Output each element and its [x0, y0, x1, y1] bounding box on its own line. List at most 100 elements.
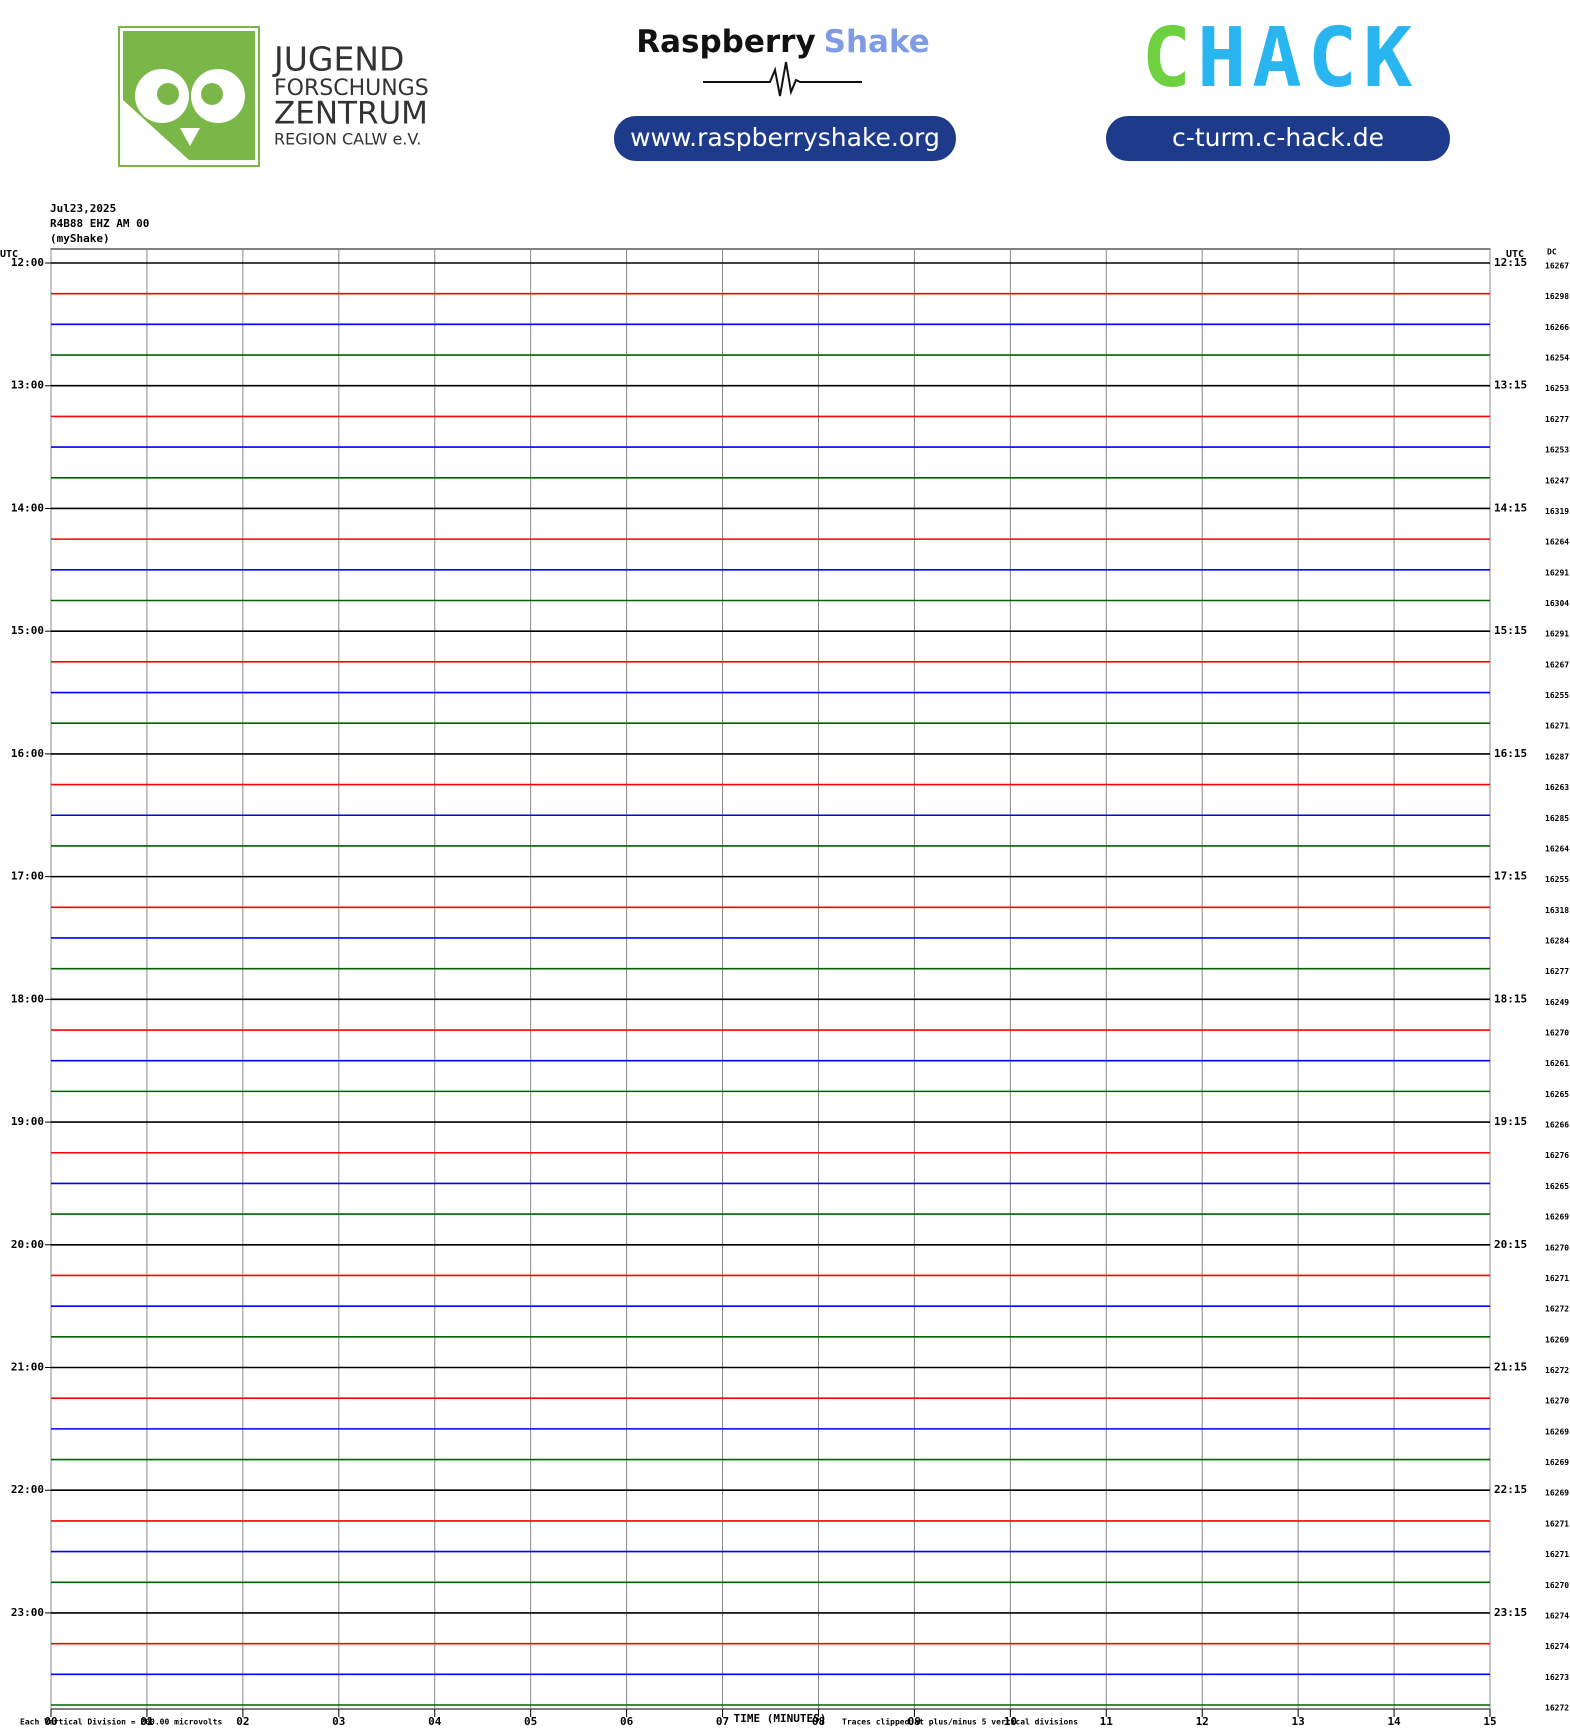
dc-value: 16261	[1545, 1059, 1569, 1068]
dc-value: 16264	[1545, 538, 1569, 547]
dc-value: 16267	[1545, 262, 1569, 271]
axis-label: UTC	[1506, 249, 1524, 260]
dc-value: 16285	[1545, 814, 1569, 823]
row-time-left: 17:00	[11, 870, 44, 883]
row-time-left: 12:00	[11, 256, 44, 269]
x-tick-label: 10	[1004, 1715, 1017, 1728]
dc-value: 16264	[1545, 844, 1569, 853]
row-time-right: 17:15	[1494, 870, 1527, 883]
x-tick-label: 04	[428, 1715, 442, 1728]
dc-value: 16271	[1545, 1274, 1569, 1283]
x-tick-label: 08	[812, 1715, 825, 1728]
dc-value: 16276	[1545, 1151, 1569, 1160]
row-time-left: 23:00	[11, 1606, 44, 1619]
x-tick-label: 09	[908, 1715, 921, 1728]
row-time-right: 12:15	[1494, 256, 1527, 269]
row-time-left: 15:00	[11, 624, 44, 637]
dc-value: 16249	[1545, 998, 1569, 1007]
x-tick-label: 00	[44, 1715, 57, 1728]
row-time-right: 22:15	[1494, 1483, 1527, 1496]
x-tick-label: 15	[1483, 1715, 1496, 1728]
dc-value: 16269	[1545, 1427, 1569, 1436]
dc-value: 16272	[1545, 1366, 1569, 1375]
dc-value: 16266	[1545, 323, 1569, 332]
dc-value: 16287	[1545, 752, 1569, 761]
dc-value: 16270	[1545, 1029, 1569, 1038]
x-tick-label: 03	[332, 1715, 345, 1728]
dc-value: 16272	[1545, 1704, 1569, 1713]
row-time-right: 20:15	[1494, 1238, 1527, 1251]
row-time-right: 16:15	[1494, 747, 1527, 760]
dc-value: 16269	[1545, 1335, 1569, 1344]
logo-text: FORSCHUNGS	[274, 76, 429, 101]
dc-value: 16269	[1545, 1213, 1569, 1222]
dc-value: 16284	[1545, 936, 1569, 945]
dc-value: 16253	[1545, 384, 1569, 393]
x-tick-label: 14	[1387, 1715, 1401, 1728]
dc-value: 16253	[1545, 446, 1569, 455]
dc-value: 16291	[1545, 630, 1569, 639]
dc-value: 16270	[1545, 1581, 1569, 1590]
dc-value: 16274	[1545, 1642, 1569, 1651]
logo-beak	[180, 128, 200, 146]
row-time-left: 16:00	[11, 747, 44, 760]
dc-value: 16277	[1545, 415, 1569, 424]
x-tick-label: 06	[620, 1715, 634, 1728]
url-pill	[614, 116, 956, 161]
row-time-right: 21:15	[1494, 1361, 1527, 1374]
date: Jul23,2025	[50, 202, 116, 215]
dc-value: 16270	[1545, 1397, 1569, 1406]
dc-value: 16269	[1545, 1489, 1569, 1498]
row-time-left: 21:00	[11, 1361, 44, 1374]
source: (myShake)	[50, 232, 110, 245]
row-time-right: 18:15	[1494, 992, 1527, 1005]
brand-title: Raspberry Shake	[636, 24, 930, 60]
dc-value: 16271	[1545, 1519, 1569, 1528]
scale-note: Each Vertical Division = 200.00 microvol…	[20, 1717, 222, 1727]
x-tick-label: 11	[1100, 1715, 1114, 1728]
brand-wave	[703, 61, 862, 97]
dc-value: 16298	[1545, 292, 1569, 301]
row-time-left: 19:00	[11, 1115, 44, 1128]
url-pill	[1106, 116, 1450, 161]
x-tick-label: 01	[140, 1715, 154, 1728]
chack-hack: HACK	[1197, 11, 1418, 106]
dc-value: 16269	[1545, 1458, 1569, 1467]
x-tick-label: 13	[1292, 1715, 1305, 1728]
dc-value: 16255	[1545, 691, 1569, 700]
logo-pupil	[157, 83, 179, 105]
brand-raspberry: Raspberry	[636, 24, 815, 60]
dc-value: 16270	[1545, 1243, 1569, 1252]
row-time-left: 14:00	[11, 501, 44, 514]
dc-value: 16319	[1545, 507, 1569, 516]
dc-value: 16274	[1545, 1611, 1569, 1620]
row-time-right: 14:15	[1494, 501, 1527, 514]
url-text: www.raspberryshake.org	[630, 123, 940, 152]
clip-note: Traces clipped at plus/minus 5 vertical …	[842, 1717, 1078, 1727]
dc-value: 16271	[1545, 722, 1569, 731]
row-time-right: 15:15	[1494, 624, 1527, 637]
row-time-left: 13:00	[11, 379, 44, 392]
dc-value: 16265	[1545, 1182, 1569, 1191]
chack-c: C	[1142, 11, 1197, 106]
x-tick-label: 12	[1196, 1715, 1209, 1728]
dc-value: 16318	[1545, 906, 1569, 915]
station: R4B88 EHZ AM 00	[50, 217, 149, 230]
dc-value: 16255	[1545, 875, 1569, 884]
dc-value: 16277	[1545, 967, 1569, 976]
logo-text: ZENTRUM	[274, 96, 428, 132]
dc-value: 16271	[1545, 1550, 1569, 1559]
logo-shape	[123, 31, 255, 160]
dc-value: 16263	[1545, 783, 1569, 792]
row-time-left: 18:00	[11, 992, 44, 1005]
dc-value: 16247	[1545, 476, 1569, 485]
x-tick-label: 05	[524, 1715, 537, 1728]
dc-value: 16273	[1545, 1673, 1569, 1682]
logo-pupil	[201, 83, 223, 105]
dc-value: 16265	[1545, 1090, 1569, 1099]
row-time-left: 20:00	[11, 1238, 44, 1251]
brand-shake: Shake	[824, 24, 930, 60]
jfz-logo	[118, 26, 260, 167]
dc-value: 16267	[1545, 660, 1569, 669]
